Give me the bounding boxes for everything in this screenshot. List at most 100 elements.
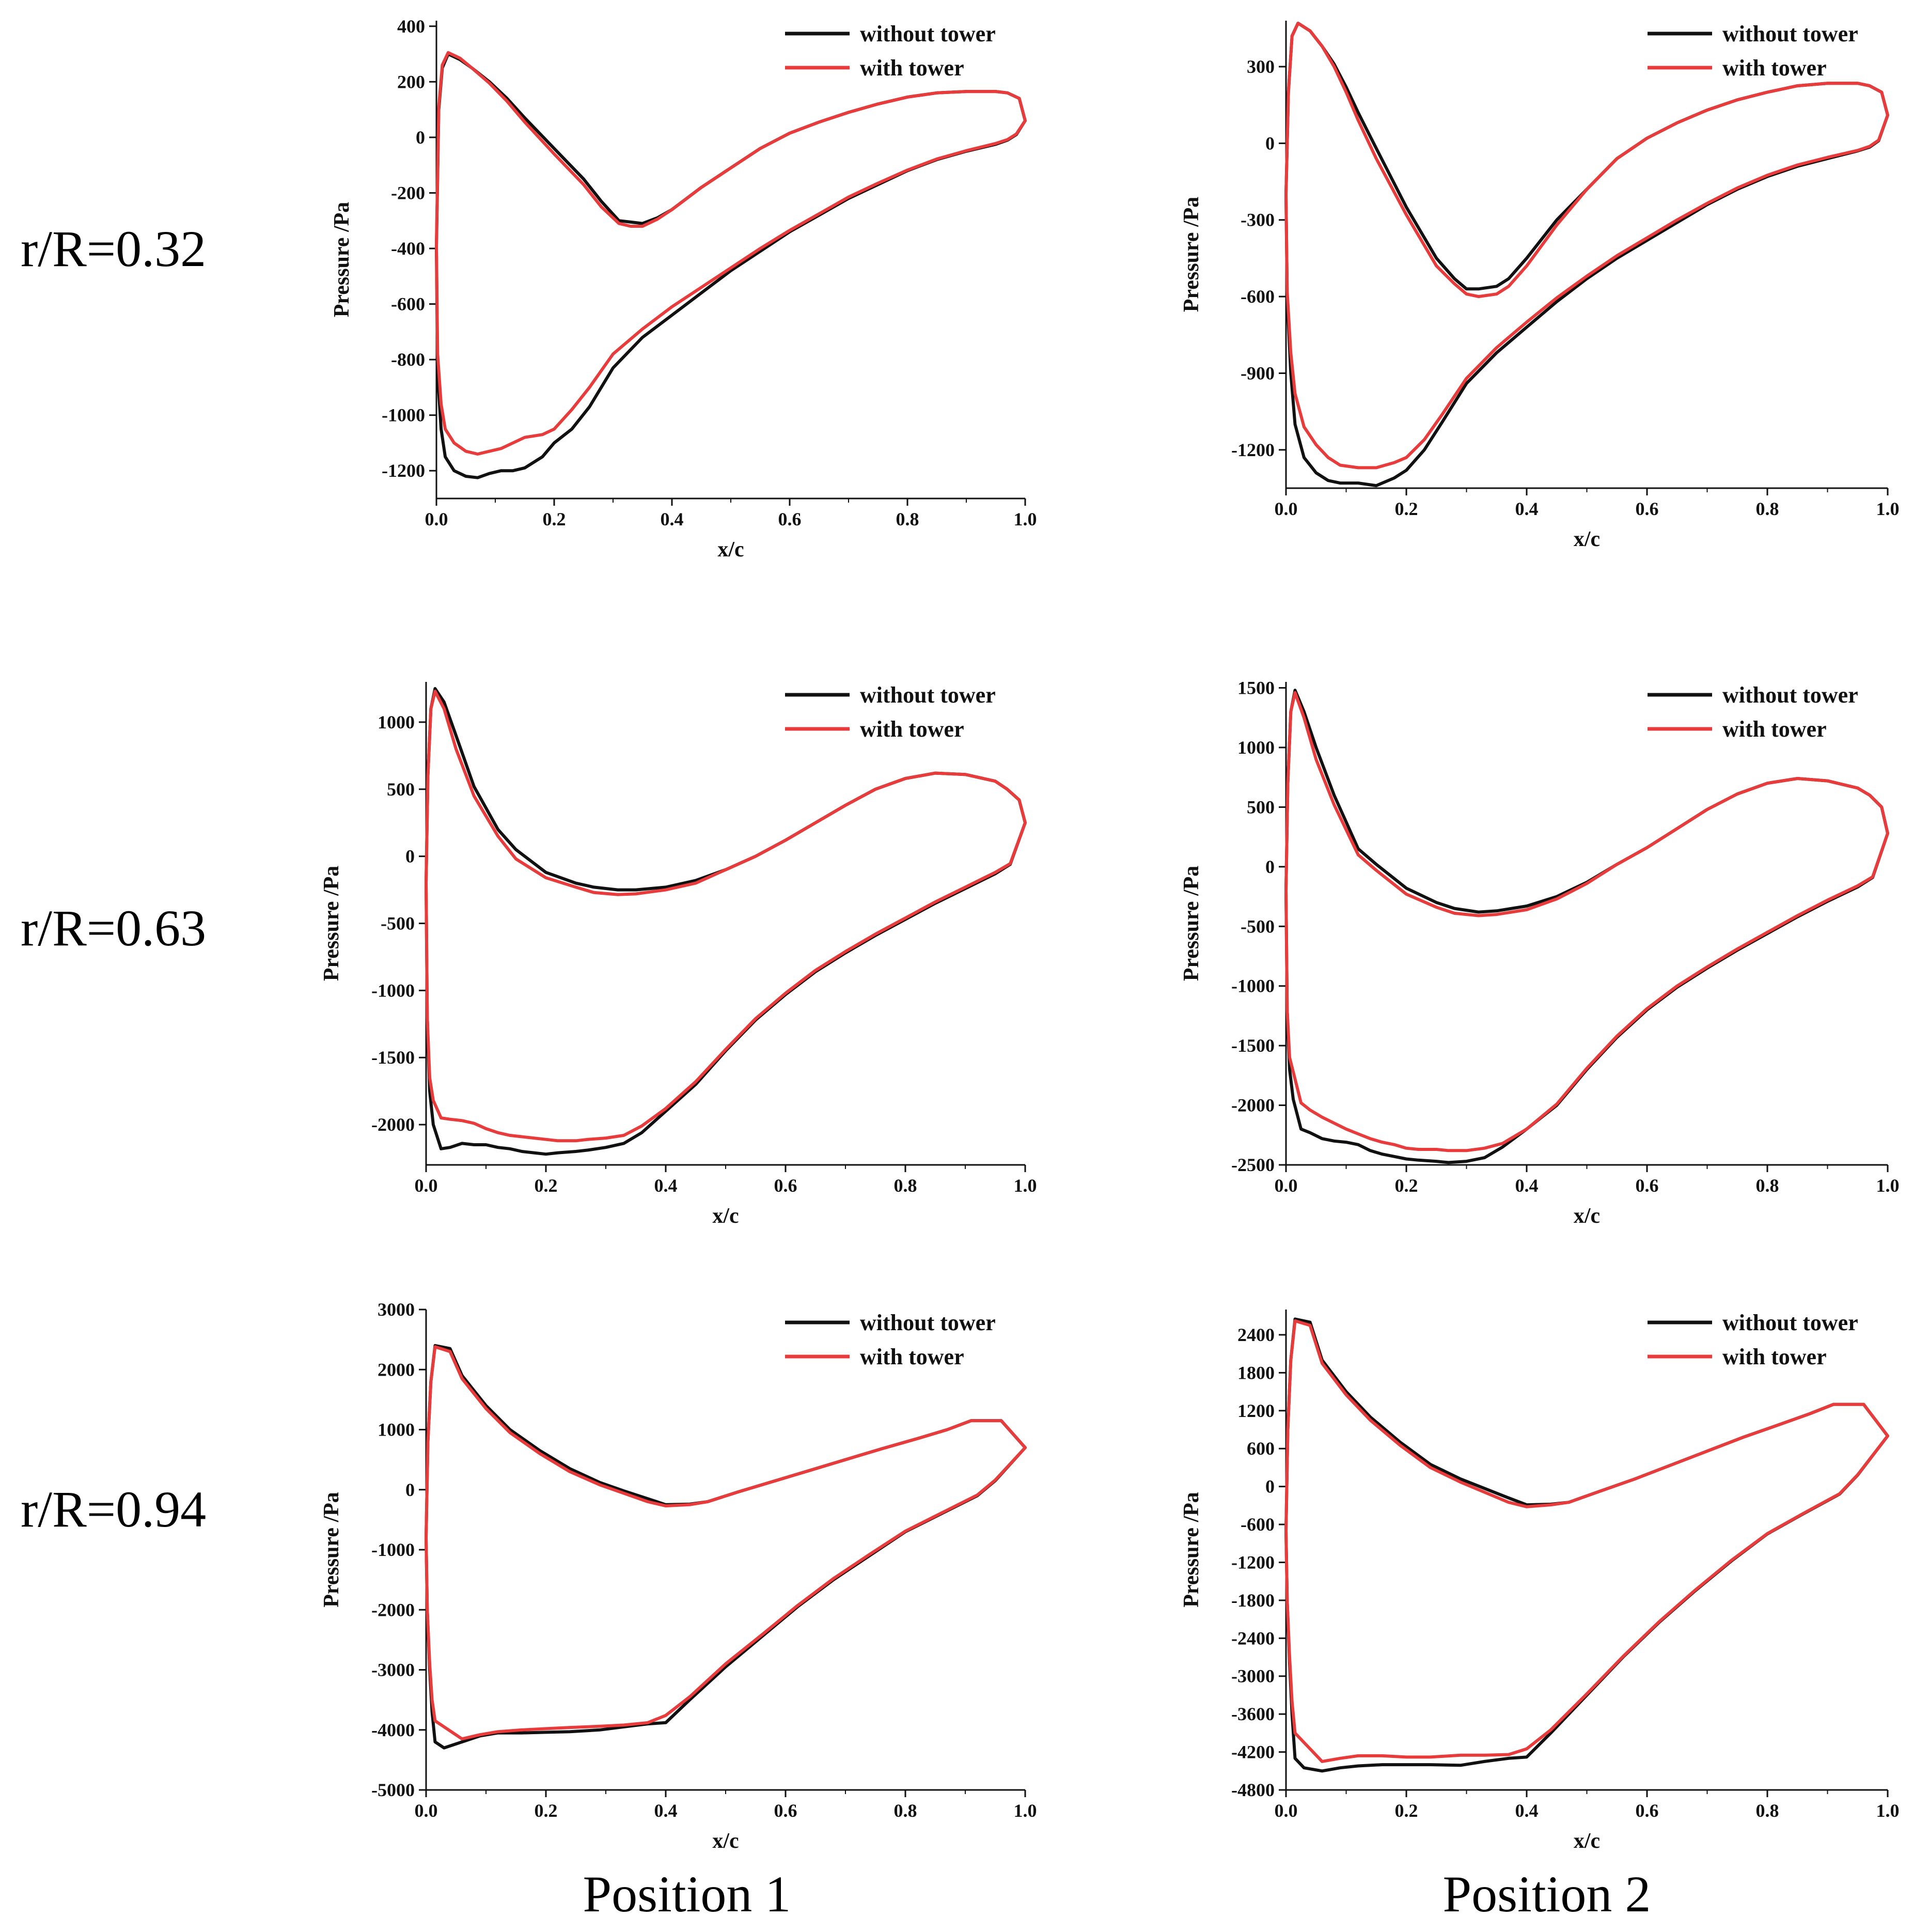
y-tick-label: -1200 [1231,440,1275,460]
row-labels: r/R=0.32 r/R=0.63 r/R=0.94 [21,220,206,1538]
y-tick-label: 0 [1265,1476,1275,1497]
y-tick-label: -2400 [1231,1628,1275,1648]
y-tick-label: -4800 [1231,1780,1275,1800]
y-tick-label: 300 [1247,56,1275,77]
x-axis-title: x/c [712,1204,739,1228]
legend-label-with-tower: with tower [1722,1344,1827,1369]
y-tick-label: 500 [1247,797,1275,817]
column-label-position-2: Position 2 [1443,1865,1651,1923]
x-tick-label: 0.6 [774,1800,797,1821]
y-tick-label: 2000 [378,1359,415,1380]
y-tick-label: -2000 [1231,1095,1275,1116]
y-tick-label: -900 [1241,363,1275,383]
legend-label-without-tower: without tower [1722,21,1858,46]
y-tick-label: 1000 [378,712,415,733]
x-tick-label: 1.0 [1014,509,1037,529]
y-tick-label: 0 [405,1479,415,1500]
x-tick-label: 0.6 [778,509,802,529]
series-line-without-tower [425,1344,1027,1750]
y-axis-title: Pressure /Pa [320,866,343,981]
y-tick-label: 1800 [1237,1362,1275,1383]
x-tick-label: 0.0 [425,509,448,529]
y-tick-label: -600 [391,294,425,315]
column-labels: Position 1 Position 2 [583,1865,1651,1923]
legend-label-with-tower: with tower [1722,716,1827,742]
y-tick-label: -1000 [1231,976,1275,996]
x-axis-title: x/c [717,538,744,562]
y-tick-label: 3000 [378,1299,415,1320]
series-line-with-tower [425,1345,1027,1741]
y-tick-label: 200 [397,71,425,92]
x-tick-label: 1.0 [1876,498,1900,519]
chart-panel-5: 0.0 0.2 0.4 0.6 0.8 1.0 -5000 -4000 -3000 -2000 -1… [320,1299,1037,1853]
x-tick-label: 0.6 [1636,1175,1659,1196]
x-axis-title: x/c [712,1829,739,1853]
x-tick-label: 0.0 [1275,498,1298,519]
x-axis-title: x/c [1574,1829,1600,1853]
legend-label-with-tower: with tower [860,1344,964,1369]
y-tick-label: 0 [1265,133,1275,153]
x-tick-label: 1.0 [1014,1175,1037,1196]
y-tick-label: 2400 [1237,1325,1275,1345]
y-axis-title: Pressure /Pa [1180,866,1203,981]
y-tick-label: 400 [397,16,425,37]
series-line-without-tower [425,687,1027,1156]
x-tick-label: 0.2 [535,1175,558,1196]
x-tick-label: 0.8 [1756,498,1779,519]
y-tick-label: -1000 [371,980,415,1001]
x-tick-label: 1.0 [1014,1800,1037,1821]
row-label-3: r/R=0.94 [21,1481,206,1538]
chart-panel-3: 0.0 0.2 0.4 0.6 0.8 1.0 -2000 -1500 -1000 -500 0 50… [320,682,1037,1228]
y-tick-label: -500 [1241,916,1275,937]
x-tick-label: 0.4 [1515,498,1539,519]
x-axis-title: x/c [1574,1204,1600,1228]
x-tick-label: 1.0 [1876,1800,1900,1821]
series-line-without-tower [435,52,1027,479]
y-tick-label: -400 [391,238,425,259]
x-tick-label: 0.2 [1395,498,1418,519]
x-tick-label: 0.2 [1395,1175,1418,1196]
y-axis-title: Pressure /Pa [1180,197,1203,313]
x-tick-label: 0.4 [1515,1175,1539,1196]
panels: 0.0 0.2 0.4 0.6 0.8 1.0 -1200 -1000 -800 -600 -400… [320,16,1900,1853]
series-line-with-tower [1284,691,1889,1152]
series-line-with-tower [1284,21,1889,470]
series-line-without-tower [1284,21,1889,488]
row-label-1: r/R=0.32 [21,220,206,277]
x-tick-label: 0.0 [1275,1800,1298,1821]
x-tick-label: 0.8 [894,1175,917,1196]
y-tick-label: -3000 [1231,1666,1275,1687]
y-tick-label: -1200 [382,460,425,481]
y-tick-label: -2500 [1231,1155,1275,1175]
legend-label-without-tower: without tower [860,21,996,46]
y-tick-label: 0 [416,127,425,148]
y-tick-label: -2000 [371,1599,415,1620]
row-label-2: r/R=0.63 [21,899,206,957]
legend-label-with-tower: with tower [860,716,964,742]
x-tick-label: 1.0 [1876,1175,1900,1196]
y-tick-label: -3600 [1231,1704,1275,1724]
y-tick-label: -1000 [382,405,425,426]
y-tick-label: -1000 [371,1539,415,1560]
series-line-with-tower [1284,1319,1889,1763]
chart-panel-2: 0.0 0.2 0.4 0.6 0.8 1.0 -1200 -900 -600 -300 0 300 x… [1180,21,1900,551]
y-tick-label: -3000 [371,1660,415,1680]
y-tick-label: 1200 [1237,1400,1275,1421]
x-tick-label: 0.6 [1636,1800,1659,1821]
y-tick-label: -4200 [1231,1742,1275,1763]
y-tick-label: -200 [391,182,425,203]
chart-panel-4: 0.0 0.2 0.4 0.6 0.8 1.0 -2500 -2000 -1500 -1000 -5… [1180,678,1900,1228]
x-tick-label: 0.8 [1756,1800,1779,1821]
y-tick-label: 500 [387,779,415,800]
y-tick-label: -1500 [1231,1035,1275,1056]
x-tick-label: 0.0 [415,1800,438,1821]
x-tick-label: 0.4 [661,509,684,529]
y-tick-label: 600 [1247,1438,1275,1459]
y-tick-label: -5000 [371,1780,415,1800]
y-tick-label: 1500 [1237,678,1275,698]
x-tick-label: 0.8 [896,509,919,529]
chart-panel-1: 0.0 0.2 0.4 0.6 0.8 1.0 -1200 -1000 -800 -600 -400… [330,16,1037,562]
y-tick-label: -1200 [1231,1552,1275,1572]
x-tick-label: 0.8 [894,1800,917,1821]
